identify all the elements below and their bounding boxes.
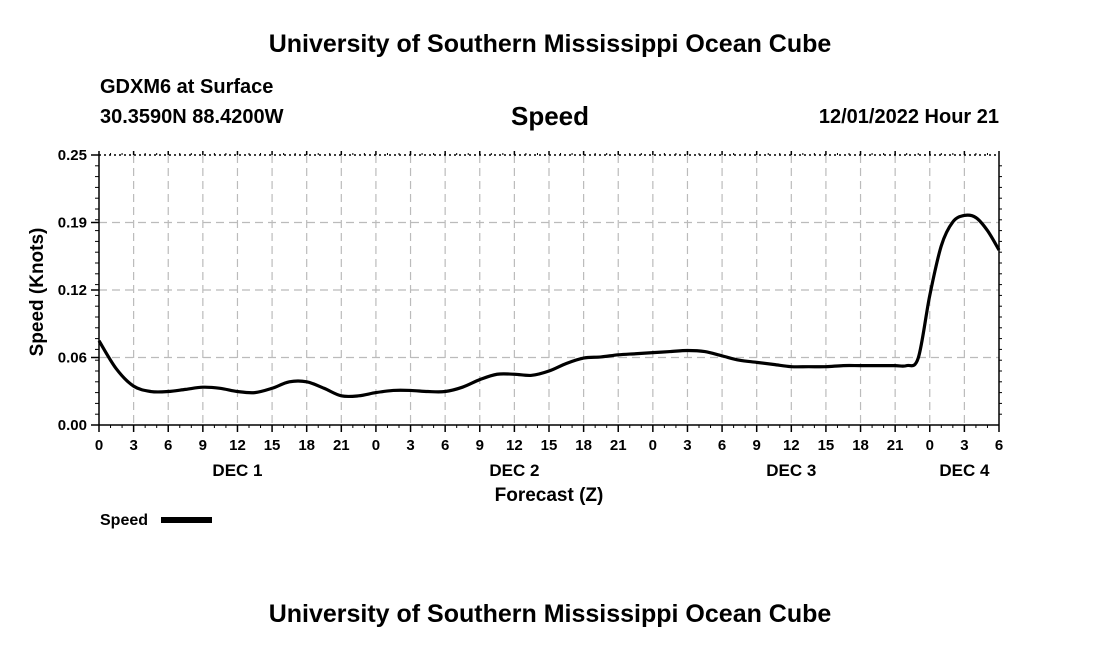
series bbox=[97, 213, 1001, 399]
x-axis-title: Forecast (Z) bbox=[495, 485, 604, 506]
x-tick-label: 9 bbox=[753, 437, 761, 454]
y-tick-label: 0.25 bbox=[58, 147, 87, 164]
speed-series-line bbox=[97, 213, 1001, 399]
chart-title: University of Southern Mississippi Ocean… bbox=[268, 30, 832, 58]
x-tick-label: 12 bbox=[506, 437, 523, 454]
day-label: DEC 4 bbox=[939, 461, 990, 480]
x-tick-label: 15 bbox=[541, 437, 558, 454]
y-tick-label: 0.12 bbox=[58, 282, 87, 299]
x-tick-label: 3 bbox=[960, 437, 968, 454]
axes bbox=[91, 151, 1002, 432]
x-tick-label: 3 bbox=[129, 437, 137, 454]
x-tick-label: 0 bbox=[372, 437, 380, 454]
x-tick-label: 0 bbox=[649, 437, 657, 454]
x-tick-label: 6 bbox=[995, 437, 1003, 454]
station-coordinates: 30.3590N 88.4200W bbox=[100, 106, 284, 128]
x-tick-label: 18 bbox=[852, 437, 869, 454]
y-tick-label: 0.00 bbox=[58, 417, 87, 434]
y-tick-label: 0.19 bbox=[58, 215, 87, 232]
grid bbox=[99, 155, 999, 425]
legend: Speed bbox=[100, 512, 212, 529]
x-tick-label: 3 bbox=[683, 437, 691, 454]
day-label: DEC 3 bbox=[766, 461, 816, 480]
x-tick-label: 15 bbox=[818, 437, 835, 454]
x-tick-label: 18 bbox=[575, 437, 592, 454]
x-tick-label: 0 bbox=[926, 437, 934, 454]
x-tick-label: 9 bbox=[199, 437, 207, 454]
x-tick-label: 21 bbox=[610, 437, 627, 454]
x-tick-label: 3 bbox=[406, 437, 414, 454]
x-tick-label: 6 bbox=[164, 437, 172, 454]
x-tick-label: 9 bbox=[476, 437, 484, 454]
axis-labels: 0 3 6 9 12 15 18 21 0 3 6 9 12 15 18 21 0 3 6 9 12 15 18 21 0 3 6 0… bbox=[27, 147, 1003, 506]
x-tick-label: 21 bbox=[333, 437, 350, 454]
variable-title: Speed bbox=[510, 101, 590, 131]
footer-title: University of Southern Mississippi Ocean… bbox=[268, 600, 832, 628]
x-tick-label: 12 bbox=[229, 437, 246, 454]
x-tick-label: 0 bbox=[95, 437, 103, 454]
x-tick-label: 12 bbox=[783, 437, 800, 454]
x-tick-label: 15 bbox=[264, 437, 281, 454]
y-tick-label: 0.06 bbox=[58, 350, 87, 367]
day-label: DEC 1 bbox=[212, 461, 262, 480]
forecast-datetime: 12/01/2022 Hour 21 bbox=[818, 106, 999, 128]
x-tick-label: 6 bbox=[441, 437, 449, 454]
y-axis-title: Speed (Knots) bbox=[27, 228, 48, 357]
x-tick-label: 6 bbox=[718, 437, 726, 454]
station-label: GDXM6 at Surface bbox=[100, 76, 274, 98]
x-tick-label: 21 bbox=[887, 437, 904, 454]
legend-label: Speed bbox=[100, 512, 148, 529]
x-tick-label: 18 bbox=[298, 437, 315, 454]
day-label: DEC 2 bbox=[489, 461, 539, 480]
